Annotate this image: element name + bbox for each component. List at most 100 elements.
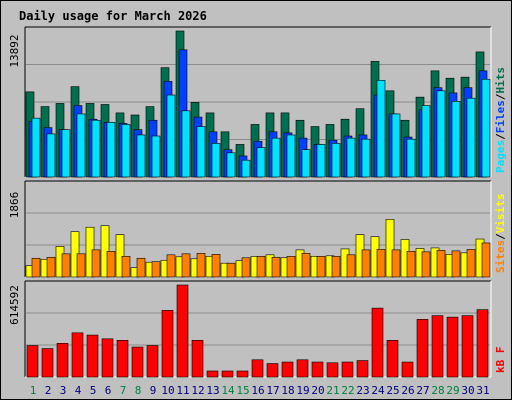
x-tick-label: 28 <box>431 384 444 397</box>
x-tick-label: 30 <box>461 384 474 397</box>
sites-bar <box>241 257 251 278</box>
kbytes-bar <box>176 284 189 378</box>
pages-bar <box>61 129 71 178</box>
legend-visits: Visits <box>494 194 507 234</box>
x-tick-label: 20 <box>311 384 324 397</box>
pages-bar <box>46 133 56 178</box>
pages-bar <box>91 119 101 178</box>
pages-bar <box>151 135 161 178</box>
pages-bar <box>406 138 416 178</box>
sites-bar <box>76 253 86 278</box>
panel-hits-files-pages: 13892 Pages/Files/Hits <box>8 26 507 178</box>
legend-files: Files <box>494 100 507 133</box>
sites-bar <box>406 251 416 278</box>
kbytes-bar <box>236 370 249 378</box>
x-tick-label: 10 <box>161 384 174 397</box>
pages-bar <box>271 137 281 178</box>
pages-bar <box>436 90 446 178</box>
x-tick-label: 31 <box>476 384 489 397</box>
pages-bar <box>31 117 41 178</box>
kbytes-bar <box>431 315 444 378</box>
kbytes-bar <box>116 340 129 378</box>
kbytes-bar <box>461 315 474 378</box>
sites-bar <box>136 257 146 278</box>
legend-sep: / <box>494 133 507 140</box>
x-tick-label: 9 <box>150 384 157 397</box>
visits-bar <box>115 234 125 278</box>
y-max-label-hits: 13892 <box>8 34 21 67</box>
kbytes-bar <box>371 307 384 378</box>
x-tick-label: 1 <box>30 384 37 397</box>
kbytes-bar <box>476 309 489 378</box>
pages-bar <box>301 149 311 178</box>
legend-hits: Hits <box>494 67 507 94</box>
sites-bar <box>226 262 236 278</box>
chart-title: Daily usage for March 2026 <box>19 9 207 23</box>
sites-bar <box>31 257 41 278</box>
kbytes-bar <box>146 345 159 378</box>
sites-bar <box>181 253 191 278</box>
kbytes-bar <box>86 334 99 378</box>
x-tick-label: 5 <box>90 384 97 397</box>
x-tick-label: 24 <box>371 384 385 397</box>
kbytes-bar <box>416 319 429 378</box>
pages-bar <box>196 126 206 178</box>
sites-bar <box>451 250 461 278</box>
sites-bar <box>481 242 491 278</box>
x-tick-label: 7 <box>120 384 127 397</box>
x-tick-label: 4 <box>75 384 82 397</box>
sites-bar <box>46 256 56 278</box>
pages-bar <box>211 143 221 178</box>
pages-bar <box>346 137 356 178</box>
x-tick-label: 13 <box>206 384 219 397</box>
y-max-label-visits: 1866 <box>8 192 21 219</box>
sites-bar <box>391 249 401 278</box>
pages-bar <box>121 124 131 178</box>
sites-bar <box>376 249 386 278</box>
sites-bar <box>61 253 71 278</box>
x-tick-label: 11 <box>176 384 189 397</box>
x-tick-label: 8 <box>135 384 142 397</box>
x-tick-label: 3 <box>60 384 67 397</box>
x-tick-label: 19 <box>296 384 309 397</box>
kbytes-bar <box>251 359 264 378</box>
kbytes-bar <box>161 310 174 378</box>
kbytes-bar <box>56 343 69 378</box>
pages-bar <box>181 110 191 178</box>
pages-bar <box>481 78 491 178</box>
sites-bar <box>211 254 221 278</box>
x-tick-label: 2 <box>45 384 52 397</box>
pages-bar <box>451 101 461 178</box>
legend-top: Pages/Files/Hits <box>494 67 507 173</box>
sites-bar <box>361 249 371 278</box>
kbytes-bar <box>71 332 84 378</box>
x-tick-label: 16 <box>251 384 264 397</box>
kbytes-bar <box>446 316 459 378</box>
sites-bar <box>436 250 446 278</box>
panels: 13892Pages/Files/Hits1866Sites/Visits614… <box>8 26 507 378</box>
x-tick-label: 18 <box>281 384 294 397</box>
kbytes-bar <box>191 340 204 378</box>
sites-bar <box>121 255 131 278</box>
kbytes-bar <box>206 370 219 378</box>
x-tick-label: 23 <box>356 384 369 397</box>
legend-middle: Sites/Visits <box>494 194 507 274</box>
kbytes-bar <box>401 361 414 378</box>
kbytes-bar <box>386 340 399 378</box>
x-axis-day-labels: 1 2 3 4 5 6 7 8 9 10 11 12 13 14 15 16 17 18 19 20 21 22 23 24 2… <box>30 384 490 397</box>
x-tick-label: 29 <box>446 384 459 397</box>
sites-bar <box>331 255 341 278</box>
legend-sites: Sites <box>494 240 507 273</box>
x-tick-label: 27 <box>416 384 429 397</box>
pages-bar <box>361 138 371 178</box>
x-tick-label: 21 <box>326 384 339 397</box>
kbytes-bar <box>131 346 144 378</box>
sites-bar <box>286 255 296 278</box>
pages-bar <box>421 105 431 178</box>
pages-bar <box>256 147 266 178</box>
pages-bar <box>241 159 251 178</box>
kbytes-bar <box>281 361 294 378</box>
x-tick-label: 26 <box>401 384 414 397</box>
legend-sep: / <box>494 93 507 100</box>
kbytes-bar <box>326 362 339 378</box>
